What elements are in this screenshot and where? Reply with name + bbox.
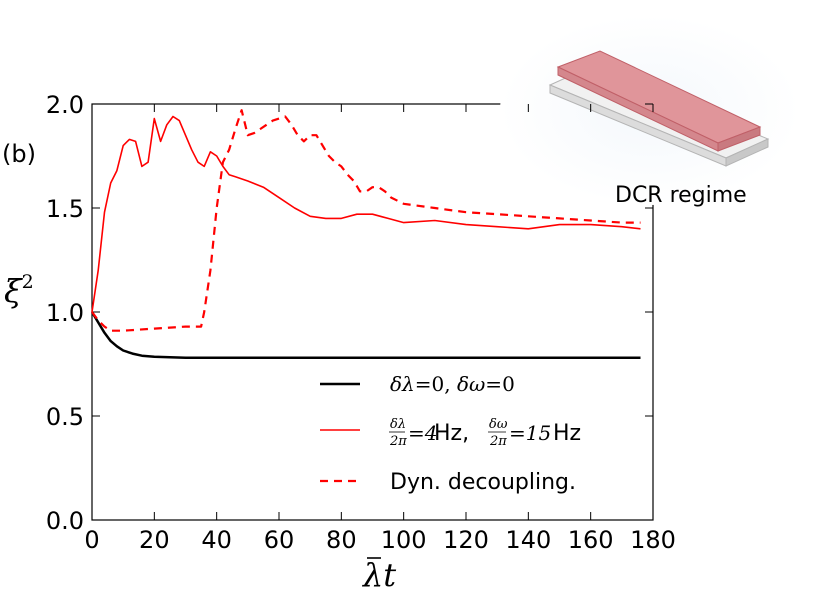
y-tick-label: 0.0 xyxy=(46,507,84,535)
inset-base-side xyxy=(725,138,769,167)
x-axis-label: λt xyxy=(361,556,396,594)
x-axis: 0 20 40 60 80 100 120 140 160 180 xyxy=(84,104,676,554)
series-line-dyn-decoupling xyxy=(91,109,641,332)
inset-block-side xyxy=(717,126,761,152)
series-line-detuned xyxy=(91,115,641,313)
x-tick-label: 120 xyxy=(443,526,489,554)
y-tick-label: 1.5 xyxy=(46,195,84,223)
legend: δλ=0, δω=0 δλ 2π =4 Hz, δω 2π =15 Hz Dyn… xyxy=(320,372,581,495)
x-tick-label: 100 xyxy=(381,526,427,554)
x-tick-label: 180 xyxy=(630,526,676,554)
legend-label-3: Dyn. decoupling. xyxy=(390,470,576,495)
svg-text:=15: =15 xyxy=(509,421,551,445)
inset-label: DCR regime xyxy=(615,183,747,208)
series-line-reference xyxy=(90,311,641,360)
y-axis: 0.0 0.5 1.0 1.5 2.0 xyxy=(46,91,653,535)
panel-label: (b) xyxy=(2,140,36,168)
svg-text:=4: =4 xyxy=(408,421,437,445)
x-tick-label: 0 xyxy=(84,526,99,554)
legend-label-2: δλ 2π =4 Hz, δω 2π =15 Hz xyxy=(389,417,581,449)
legend-label-1: δλ=0, δω=0 xyxy=(390,372,515,396)
x-tick-label: 140 xyxy=(505,526,551,554)
svg-text:δλ: δλ xyxy=(390,417,406,432)
y-tick-label: 2.0 xyxy=(46,91,84,119)
x-tick-label: 80 xyxy=(326,526,357,554)
svg-text:2π: 2π xyxy=(489,434,507,449)
y-axis-label: ξ2 xyxy=(4,271,34,310)
series-layer xyxy=(90,109,641,360)
svg-text:Hz,: Hz, xyxy=(434,421,469,446)
svg-text:Hz: Hz xyxy=(553,421,581,446)
x-tick-label: 40 xyxy=(201,526,232,554)
x-tick-label: 60 xyxy=(264,526,295,554)
x-tick-label: 160 xyxy=(568,526,614,554)
x-tick-label: 20 xyxy=(139,526,170,554)
svg-text:δω: δω xyxy=(489,417,508,432)
y-tick-label: 0.5 xyxy=(46,403,84,431)
inset-illustration: DCR regime xyxy=(500,15,800,208)
y-tick-label: 1.0 xyxy=(46,299,84,327)
svg-text:λt: λt xyxy=(361,556,396,594)
svg-text:2π: 2π xyxy=(389,434,407,449)
